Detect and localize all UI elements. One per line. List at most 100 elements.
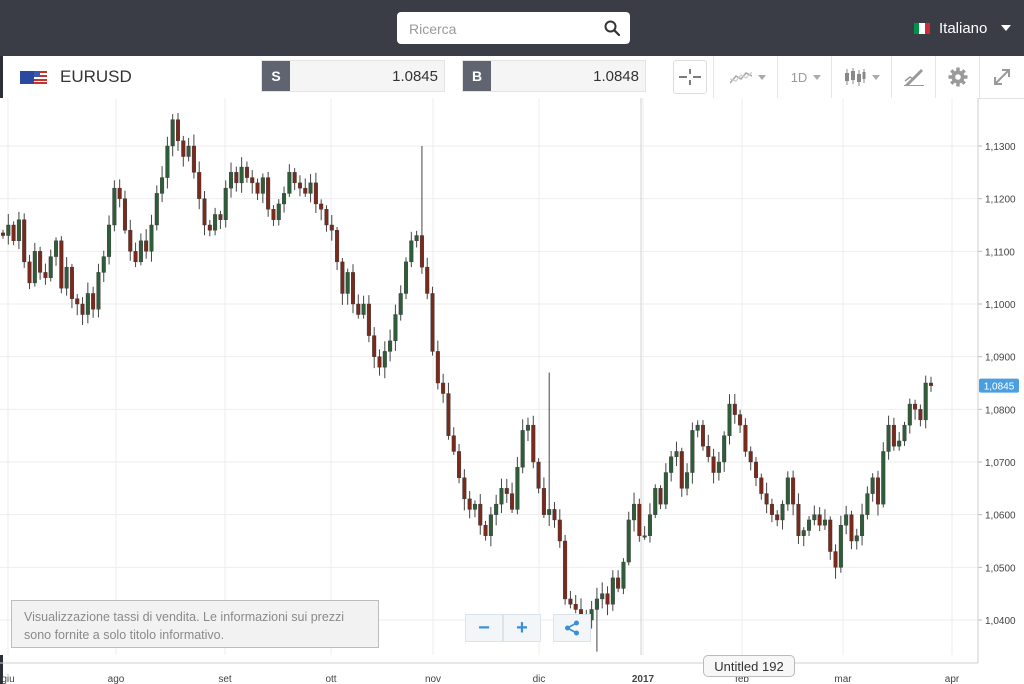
y-tick-label: 1,0800 [985,405,1016,416]
candle-body [329,224,334,231]
price-chart[interactable]: 1,1300 1,1200 1,1100 1,1000 1,0900 1,0800 1,07… [0,98,1024,684]
candle-body [764,493,769,505]
candle-body [499,488,504,505]
candle [435,340,440,390]
candle-body [435,351,440,384]
tooltip-text: Untitled 192 [714,658,784,674]
candle-body [388,340,393,352]
y-tick-label: 1,0900 [985,353,1016,364]
candle [764,482,769,514]
candle-body [80,303,85,315]
candle [409,231,414,268]
candle-body [404,261,409,294]
x-tick-label: dic [533,674,546,684]
candle [128,219,133,261]
fullscreen-button[interactable] [984,60,1020,94]
candle-style-button[interactable] [837,60,887,94]
candle [22,213,27,268]
candle-body [711,456,716,473]
candle [467,491,472,519]
candle-body [27,261,32,284]
candle [64,257,69,296]
candle [404,257,409,299]
drawing-tools-button[interactable] [896,60,932,94]
instrument-symbol[interactable]: EURUSD [60,67,132,86]
candle [552,502,557,528]
candle [700,420,705,451]
candles [1,112,934,652]
toolbar-divider [777,56,778,98]
candle [213,207,218,236]
y-tick-label: 1,1100 [985,247,1015,258]
search-input[interactable] [407,12,601,46]
candle-body [525,424,530,431]
language-label: Italiano [939,19,988,37]
toolbar-divider [831,56,832,98]
candle [388,329,393,362]
chart-type-button[interactable] [721,60,775,94]
fullscreen-icon [994,69,1010,85]
candle-body [483,525,488,536]
candle-body [807,519,812,531]
sell-price-button[interactable]: S 1.0845 [261,60,445,92]
language-selector[interactable]: Italiano [914,18,1012,38]
candle [594,587,599,652]
buy-price-button[interactable]: B 1.0848 [462,60,646,92]
timeframe-selector[interactable]: 1D [783,60,829,94]
candle [515,456,520,515]
toolbar-divider [979,56,980,98]
candle [329,215,334,241]
candle-body [897,440,902,447]
zoom-in-button[interactable]: + [503,614,541,642]
candle-body [59,240,64,289]
candle [663,463,668,510]
x-axis: giu ago set ott nov dic 2017 feb mar apr [0,662,978,684]
search-box[interactable] [397,12,630,46]
candle [743,418,748,457]
candle [234,166,239,192]
y-tick-label: 1,1000 [985,300,1016,311]
candle-body [467,498,472,510]
y-tick-label: 1,0600 [985,511,1016,522]
candle-body [552,509,557,521]
candle [801,527,806,547]
candle-body [907,403,912,426]
candle [706,434,711,463]
candle-body [796,503,801,536]
candle [817,507,822,532]
candle [472,500,477,518]
candle [897,432,902,451]
candle-body [605,593,610,605]
candle [854,528,859,550]
search-icon[interactable] [604,20,620,36]
candle [59,236,64,294]
candle-body [791,477,796,505]
share-icon [565,620,579,636]
candle [626,511,631,566]
candle-body [573,604,578,610]
zoom-out-button[interactable]: − [465,614,503,642]
candle [112,180,117,232]
minus-icon: − [478,616,490,639]
candle [658,485,663,510]
candle [340,257,345,305]
candle [494,494,499,526]
candle [807,516,812,537]
candle [27,254,32,290]
share-button[interactable] [553,614,591,642]
candle [361,295,366,319]
crosshair-button[interactable] [673,60,707,94]
candle [191,134,196,179]
settings-button[interactable] [940,60,976,94]
candle [547,372,552,527]
candle [96,263,101,318]
candle-body [335,230,340,263]
candle [319,199,324,221]
candle-body [345,272,350,294]
candle [350,264,355,314]
candle-body [75,298,80,305]
candle-body [457,451,462,479]
candle [812,505,817,526]
candle-body [817,514,822,526]
candle [287,164,292,197]
